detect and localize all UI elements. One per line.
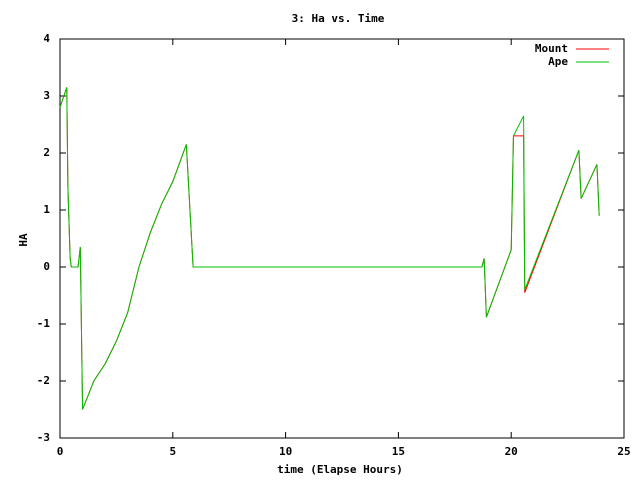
y-tick-label: 4: [43, 32, 50, 45]
series-line: [59, 87, 600, 410]
y-tick-label: -3: [37, 431, 50, 444]
y-tick-label: -1: [37, 317, 51, 330]
x-tick-label: 10: [279, 445, 292, 458]
legend-label: Ape: [548, 55, 568, 68]
y-tick-label: 3: [43, 89, 50, 102]
x-tick-label: 15: [392, 445, 405, 458]
y-tick-label: 1: [43, 203, 50, 216]
x-tick-label: 0: [57, 445, 64, 458]
y-tick-label: 2: [43, 146, 50, 159]
legend-label: Mount: [535, 42, 568, 55]
x-tick-label: 25: [617, 445, 630, 458]
y-tick-label: -2: [37, 374, 50, 387]
y-tick-label: 0: [43, 260, 50, 273]
y-axis-label: HA: [17, 233, 30, 247]
series-line: [59, 87, 600, 410]
x-tick-label: 5: [169, 445, 176, 458]
chart-title: 3: Ha vs. Time: [292, 12, 385, 25]
x-axis-label: time (Elapse Hours): [277, 463, 403, 476]
plot-border: [59, 38, 625, 439]
x-tick-label: 20: [505, 445, 518, 458]
